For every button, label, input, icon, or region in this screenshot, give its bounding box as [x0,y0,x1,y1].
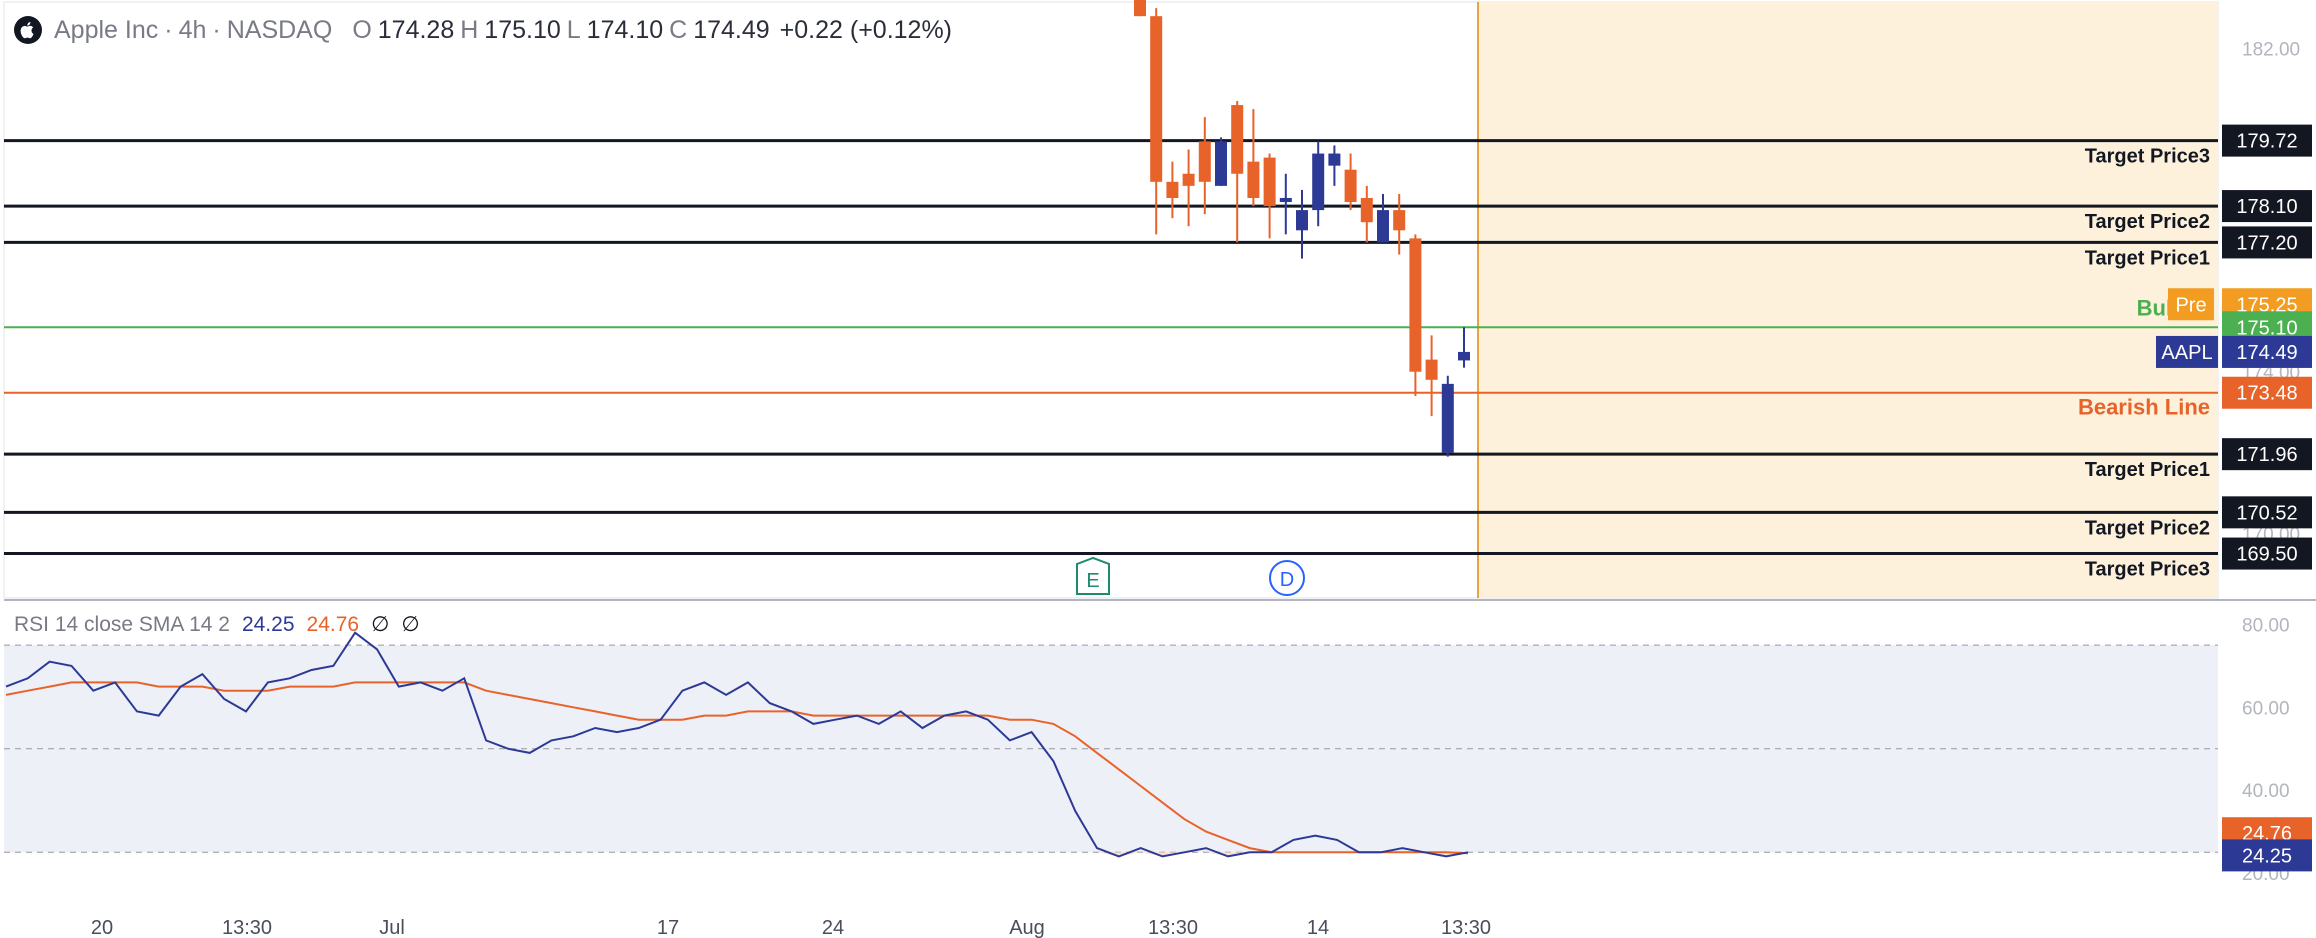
candle-body [1215,141,1227,186]
low-value: 174.10 [586,15,664,44]
candle-body [1150,16,1163,182]
candle-body [1425,359,1438,380]
close-label: C [669,15,688,44]
x-tick-label: 17 [657,917,679,938]
low-label: L [566,15,581,44]
target2-up-badge [2222,190,2312,223]
interval-label[interactable]: 4h [178,15,207,44]
price-line-label: Target Price1 [2085,459,2210,481]
price-line-label: Target Price2 [2085,517,2210,539]
bullish-badge-text: 175.10 [2236,317,2297,339]
price-line-label: Bearish Line [2078,395,2210,420]
target1-up-badge [2222,226,2312,259]
target3-down-badge-text: 169.50 [2236,544,2297,566]
close-value: 174.49 [693,15,770,44]
rsi-y-tick-label: 40.00 [2242,781,2290,802]
target3-down-badge [2222,537,2312,570]
target3-up-badge [2222,124,2312,157]
symbol-tag-text: AAPL [2161,342,2212,364]
candle-body [1393,210,1406,231]
premarket-tag-text: Pre [2175,294,2206,316]
x-tick-label: Jul [379,917,405,938]
symbol-name[interactable]: Apple Inc [54,15,159,44]
x-tick-label: 14 [1307,917,1329,938]
candle-body [1231,105,1244,174]
dividend-marker-letter: D [1280,569,1294,591]
candle-body [1263,157,1276,207]
candle-body [1166,181,1179,198]
candle-body [1328,153,1341,166]
candle-body [1279,197,1292,203]
candle-body [1377,210,1389,243]
rsi-oversold-fill [1075,852,1468,857]
x-tick-label: Aug [1009,917,1045,938]
future-zone [1478,2,2218,598]
sma-value: 24.76 [306,612,360,636]
earnings-marker-icon [1076,556,1110,595]
rsi-last-badge-text: 24.25 [2242,845,2292,867]
price-line-label: Target Price3 [2085,559,2210,581]
candle-body [1296,210,1308,231]
target1-up-badge-text: 177.20 [2236,232,2297,254]
price-line-label: Target Price2 [2085,211,2210,233]
x-tick-label: 13:30 [1441,917,1491,938]
exchange-label: NASDAQ [226,15,333,44]
target2-up-badge-text: 178.10 [2236,196,2297,218]
x-tick-label: 13:30 [222,917,272,938]
price-line-label: Target Price1 [2085,247,2210,269]
target1-down-badge [2222,438,2312,471]
change-value: +0.22 (+0.12%) [779,15,953,44]
rsi-y-tick-label: 60.00 [2242,698,2290,719]
symbol-header: Apple Inc · 4h · NASDAQ O 174.28 H 175.10 … [14,10,952,50]
apple-logo-icon[interactable] [14,16,42,44]
last-price-badge-text: 174.49 [2236,342,2297,364]
candle-body [1198,141,1211,182]
premarket-tag [2168,288,2214,321]
candle-body [1247,161,1260,198]
y-tick-label: 182.00 [2242,39,2300,60]
candle-body [1344,169,1357,203]
premarket-badge-text: 175.25 [2236,294,2297,316]
null-value: ∅ [401,613,420,636]
bearish-badge [2222,376,2312,409]
dividend-marker-icon [1269,560,1305,596]
candle-body [1441,383,1454,453]
indicator-header: RSI 14 close SMA 14 2 24.25 24.76 ∅ ∅ [14,612,420,637]
target3-up-badge-text: 179.72 [2236,131,2297,153]
rsi-y-tick-label: 80.00 [2242,615,2290,636]
target1-down-badge-text: 171.96 [2236,444,2297,466]
sma-line [5,681,1469,855]
candle-body [1134,0,1146,17]
last-price-badge [2222,335,2312,368]
open-label: O [352,15,372,44]
candle-body [1458,351,1470,361]
x-tick-label: 20 [91,917,113,938]
high-value: 175.10 [484,15,561,44]
header-separator: · [164,15,173,44]
target2-down-badge [2222,496,2312,529]
high-label: H [460,15,479,44]
candle-body [1312,153,1325,211]
target2-down-badge-text: 170.52 [2236,502,2297,524]
candle-body [1360,197,1373,223]
symbol-tag [2156,335,2218,368]
earnings-marker-letter: E [1086,570,1099,592]
price-line-label: Target Price3 [2085,146,2210,168]
candle-body [1409,238,1422,372]
candle-body [1182,173,1195,186]
open-value: 174.28 [377,15,455,44]
null-value: ∅ [371,613,390,636]
x-tick-label: 13:30 [1148,917,1198,938]
indicator-name[interactable]: RSI 14 close SMA 14 2 [14,612,230,636]
bearish-badge-text: 173.48 [2236,383,2297,405]
header-separator: · [212,15,221,44]
rsi-value: 24.25 [241,612,295,636]
rsi-line [5,631,1469,858]
rsi-last-badge [2222,839,2312,872]
x-tick-label: 24 [822,917,844,938]
